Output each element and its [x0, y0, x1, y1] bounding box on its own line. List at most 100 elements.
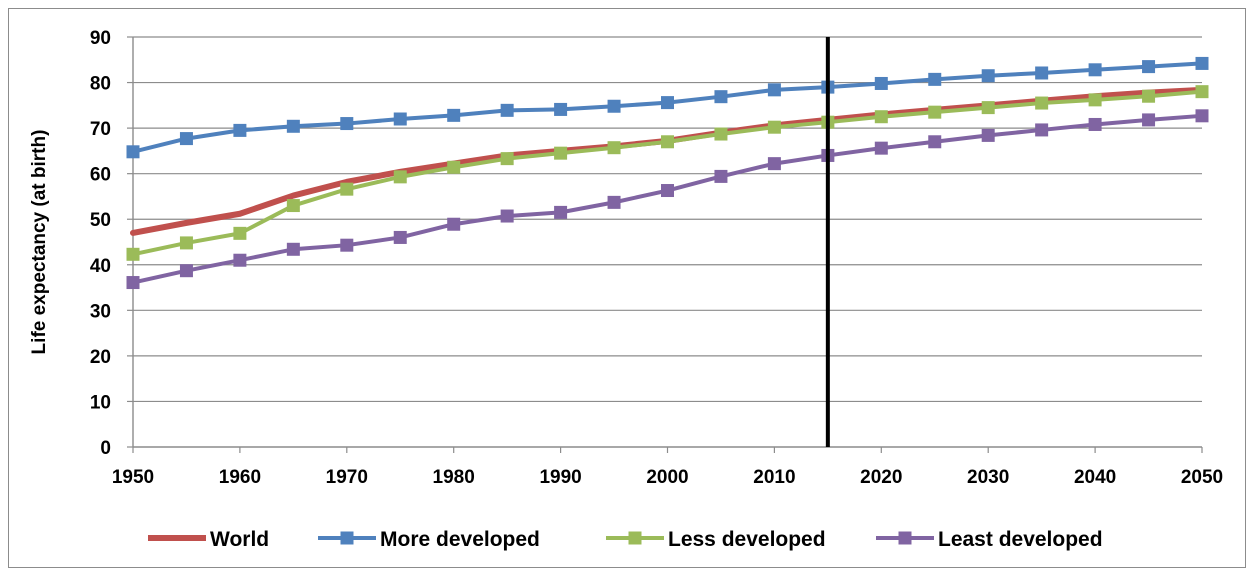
point-least-developed-2025 [928, 135, 942, 149]
series-least-developed [126, 109, 1209, 290]
point-less-developed-1955 [179, 236, 193, 250]
point-less-developed-1950 [126, 247, 140, 261]
point-more-developed-2050 [1195, 56, 1209, 70]
legend-item-world: World [148, 528, 269, 551]
series-less-developed [126, 85, 1209, 261]
point-more-developed-1975 [393, 112, 407, 126]
point-more-developed-2040 [1088, 63, 1102, 77]
point-less-developed-1965 [286, 199, 300, 213]
point-more-developed-2035 [1035, 66, 1049, 80]
point-more-developed-2045 [1142, 60, 1156, 74]
point-less-developed-1975 [393, 170, 407, 184]
point-least-developed-1955 [179, 264, 193, 278]
point-less-developed-1985 [500, 152, 514, 166]
point-least-developed-2010 [767, 157, 781, 171]
point-least-developed-2000 [661, 184, 674, 198]
y-tick-label-50: 50 [90, 210, 111, 231]
point-least-developed-1965 [286, 242, 300, 256]
legend-label-least-developed: Least developed [938, 528, 1103, 551]
point-least-developed-1960 [233, 253, 247, 267]
legend-item-more-developed: More developed [318, 528, 540, 551]
y-tick-label-80: 80 [90, 74, 111, 95]
point-more-developed-2030 [981, 69, 995, 83]
point-less-developed-1995 [607, 141, 621, 155]
y-tick-label-10: 10 [90, 392, 111, 413]
y-axis-title: Life expectancy (at birth) [29, 130, 50, 355]
series-lines [126, 56, 1209, 290]
point-less-developed-2005 [714, 127, 728, 141]
point-less-developed-2010 [767, 120, 781, 134]
x-tick-labels: 1950 1960 1970 1980 1990 2000 2010 2020 2030 2040… [112, 467, 1223, 488]
legend-swatch-marker-less-developed [628, 531, 642, 545]
point-least-developed-1985 [500, 209, 514, 223]
x-tick-label-2030: 2030 [967, 467, 1009, 488]
point-more-developed-1990 [554, 102, 568, 116]
legend-label-world: World [210, 528, 269, 551]
point-least-developed-2050 [1195, 109, 1209, 123]
point-less-developed-2045 [1142, 89, 1156, 103]
point-least-developed-1980 [447, 217, 461, 231]
x-tick-label-2010: 2010 [753, 467, 795, 488]
series-line-less-developed [131, 89, 1204, 257]
point-least-developed-1990 [554, 205, 568, 219]
legend-label-less-developed: Less developed [668, 528, 826, 551]
x-tick-label-1990: 1990 [539, 467, 581, 488]
point-more-developed-2000 [661, 96, 674, 110]
x-tick-label-2020: 2020 [860, 467, 902, 488]
gridlines [133, 36, 1202, 403]
point-least-developed-1975 [393, 230, 407, 244]
x-tick-label-1950: 1950 [112, 467, 154, 488]
legend-item-less-developed: Less developed [606, 528, 826, 551]
point-least-developed-2005 [714, 169, 728, 183]
point-more-developed-1980 [447, 108, 461, 122]
point-more-developed-1985 [500, 103, 514, 117]
point-less-developed-2030 [981, 101, 995, 115]
point-less-developed-1970 [340, 182, 354, 196]
point-more-developed-2020 [874, 76, 888, 90]
point-more-developed-1955 [179, 132, 193, 146]
point-least-developed-2030 [981, 128, 995, 142]
y-tick-label-40: 40 [90, 256, 111, 277]
point-least-developed-2040 [1088, 117, 1102, 131]
legend-label-more-developed: More developed [380, 528, 540, 551]
point-less-developed-2025 [928, 105, 942, 119]
point-least-developed-2045 [1142, 113, 1156, 127]
point-least-developed-1995 [607, 195, 621, 209]
point-least-developed-2020 [874, 141, 888, 155]
point-less-developed-1980 [447, 160, 461, 174]
x-tick-label-1980: 1980 [433, 467, 475, 488]
point-least-developed-1950 [126, 276, 140, 290]
y-tick-labels: 0 10 20 30 40 50 60 70 80 90 [90, 28, 111, 459]
point-less-developed-2035 [1035, 96, 1049, 110]
x-tick-label-2040: 2040 [1074, 467, 1116, 488]
y-tick-label-0: 0 [100, 438, 111, 459]
legend-swatch-marker-more-developed [340, 531, 354, 545]
legend-swatch-marker-least-developed [898, 531, 912, 545]
point-less-developed-2040 [1088, 93, 1102, 107]
point-least-developed-1970 [340, 238, 354, 252]
y-tick-label-70: 70 [90, 119, 111, 140]
legend-item-least-developed: Least developed [876, 528, 1103, 551]
point-less-developed-2020 [874, 110, 888, 124]
x-tick-label-2050: 2050 [1181, 467, 1223, 488]
point-more-developed-2025 [928, 72, 942, 86]
y-tick-label-60: 60 [90, 165, 111, 186]
x-tick-label-1970: 1970 [326, 467, 368, 488]
y-tick-label-20: 20 [90, 347, 111, 368]
legend: World More developed Less developed Least d… [148, 528, 1103, 551]
x-tick-label-1960: 1960 [219, 467, 261, 488]
point-more-developed-1965 [286, 119, 300, 133]
point-less-developed-1990 [554, 146, 568, 160]
point-more-developed-2010 [767, 83, 781, 97]
axes [127, 36, 1203, 453]
point-less-developed-2050 [1195, 85, 1209, 99]
point-less-developed-1960 [233, 226, 247, 240]
point-more-developed-1970 [340, 117, 354, 131]
point-least-developed-2035 [1035, 123, 1049, 137]
point-more-developed-1995 [607, 99, 621, 113]
point-more-developed-1950 [126, 145, 140, 159]
point-more-developed-1960 [233, 123, 247, 137]
point-less-developed-2000 [661, 135, 674, 149]
y-tick-label-90: 90 [90, 28, 111, 49]
